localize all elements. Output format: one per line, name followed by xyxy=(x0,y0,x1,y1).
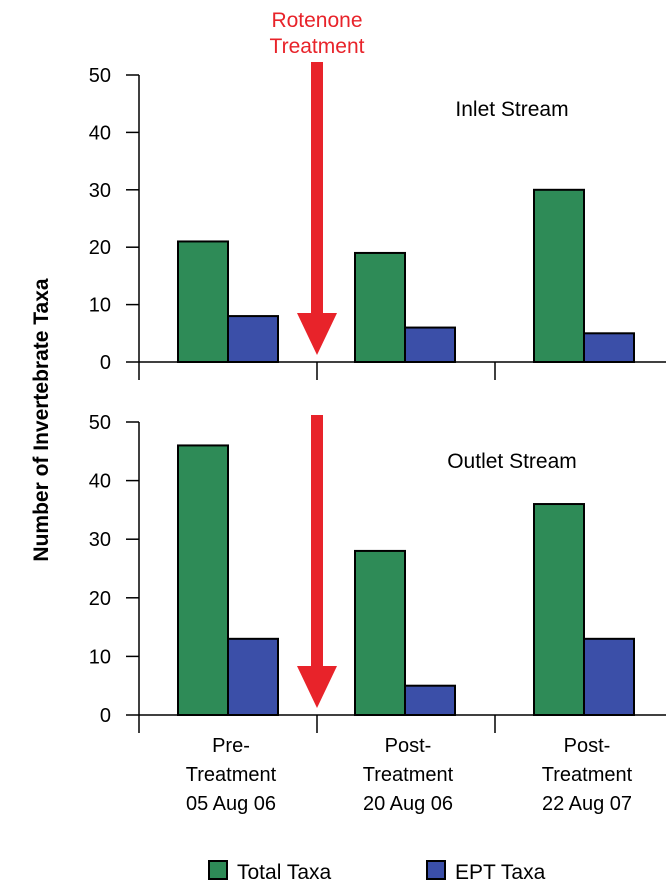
treatment-arrow xyxy=(297,415,337,708)
y-tick-label: 10 xyxy=(89,295,111,317)
panel-label: Inlet Stream xyxy=(455,98,568,121)
category-label: Post- xyxy=(564,735,611,757)
legend-label: EPT Taxa xyxy=(455,861,546,884)
panel-outlet: 0 10 20 30 40 50 Outlet Stream xyxy=(89,412,666,733)
bar-ept-taxa xyxy=(227,315,279,363)
y-tick-label: 30 xyxy=(89,180,111,202)
category-label: Treatment xyxy=(186,764,277,786)
y-tick-label: 10 xyxy=(89,646,111,668)
category-labels: Pre- Treatment 05 Aug 06 Post- Treatment 20 A… xyxy=(186,735,633,815)
bar-total-taxa xyxy=(177,240,229,364)
bar-total-taxa xyxy=(533,503,585,717)
panel-label: Outlet Stream xyxy=(447,450,577,473)
bar-ept-taxa xyxy=(227,637,279,717)
y-tick-label: 50 xyxy=(89,412,111,434)
category-label: Pre- xyxy=(212,735,250,757)
y-tick-label: 20 xyxy=(89,237,111,259)
category-label: Post- xyxy=(385,735,432,757)
category-label: 20 Aug 06 xyxy=(363,793,453,815)
y-tick-label: 40 xyxy=(89,122,111,144)
bar-total-taxa xyxy=(354,549,406,716)
bar-total-taxa xyxy=(177,444,229,716)
bar-ept-taxa xyxy=(404,684,456,717)
y-tick-label: 40 xyxy=(89,471,111,493)
bar-ept-taxa xyxy=(583,637,635,717)
category-label: Treatment xyxy=(363,764,454,786)
rotenone-annotation: Rotenone Treatment xyxy=(270,9,365,708)
y-tick-label: 0 xyxy=(100,705,111,727)
y-tick-label: 0 xyxy=(100,352,111,374)
bar-ept-taxa xyxy=(583,332,635,363)
bar-total-taxa xyxy=(533,188,585,363)
category-label: 05 Aug 06 xyxy=(186,793,276,815)
legend-swatch xyxy=(426,860,446,880)
legend-swatch xyxy=(208,860,228,880)
y-axis-label: Number of Invertebrate Taxa xyxy=(30,278,53,562)
y-tick-label: 20 xyxy=(89,588,111,610)
annotation-text: Treatment xyxy=(270,35,365,58)
bar-total-taxa xyxy=(354,251,406,363)
panel-inlet: 0 10 20 30 40 50 Inlet Stream xyxy=(89,65,666,380)
category-label: Treatment xyxy=(542,764,633,786)
annotation-text: Rotenone xyxy=(271,9,362,32)
y-tick-label: 50 xyxy=(89,65,111,87)
category-label: 22 Aug 07 xyxy=(542,793,632,815)
legend-label: Total Taxa xyxy=(237,861,331,884)
legend: Total Taxa EPT Taxa xyxy=(208,860,546,884)
chart-panels: 0 10 20 30 40 50 Inlet Stream 0 10 20 30 40 50 Outlet… xyxy=(89,65,666,733)
treatment-arrow xyxy=(297,62,337,355)
y-tick-label: 30 xyxy=(89,529,111,551)
bar-ept-taxa xyxy=(404,326,456,363)
